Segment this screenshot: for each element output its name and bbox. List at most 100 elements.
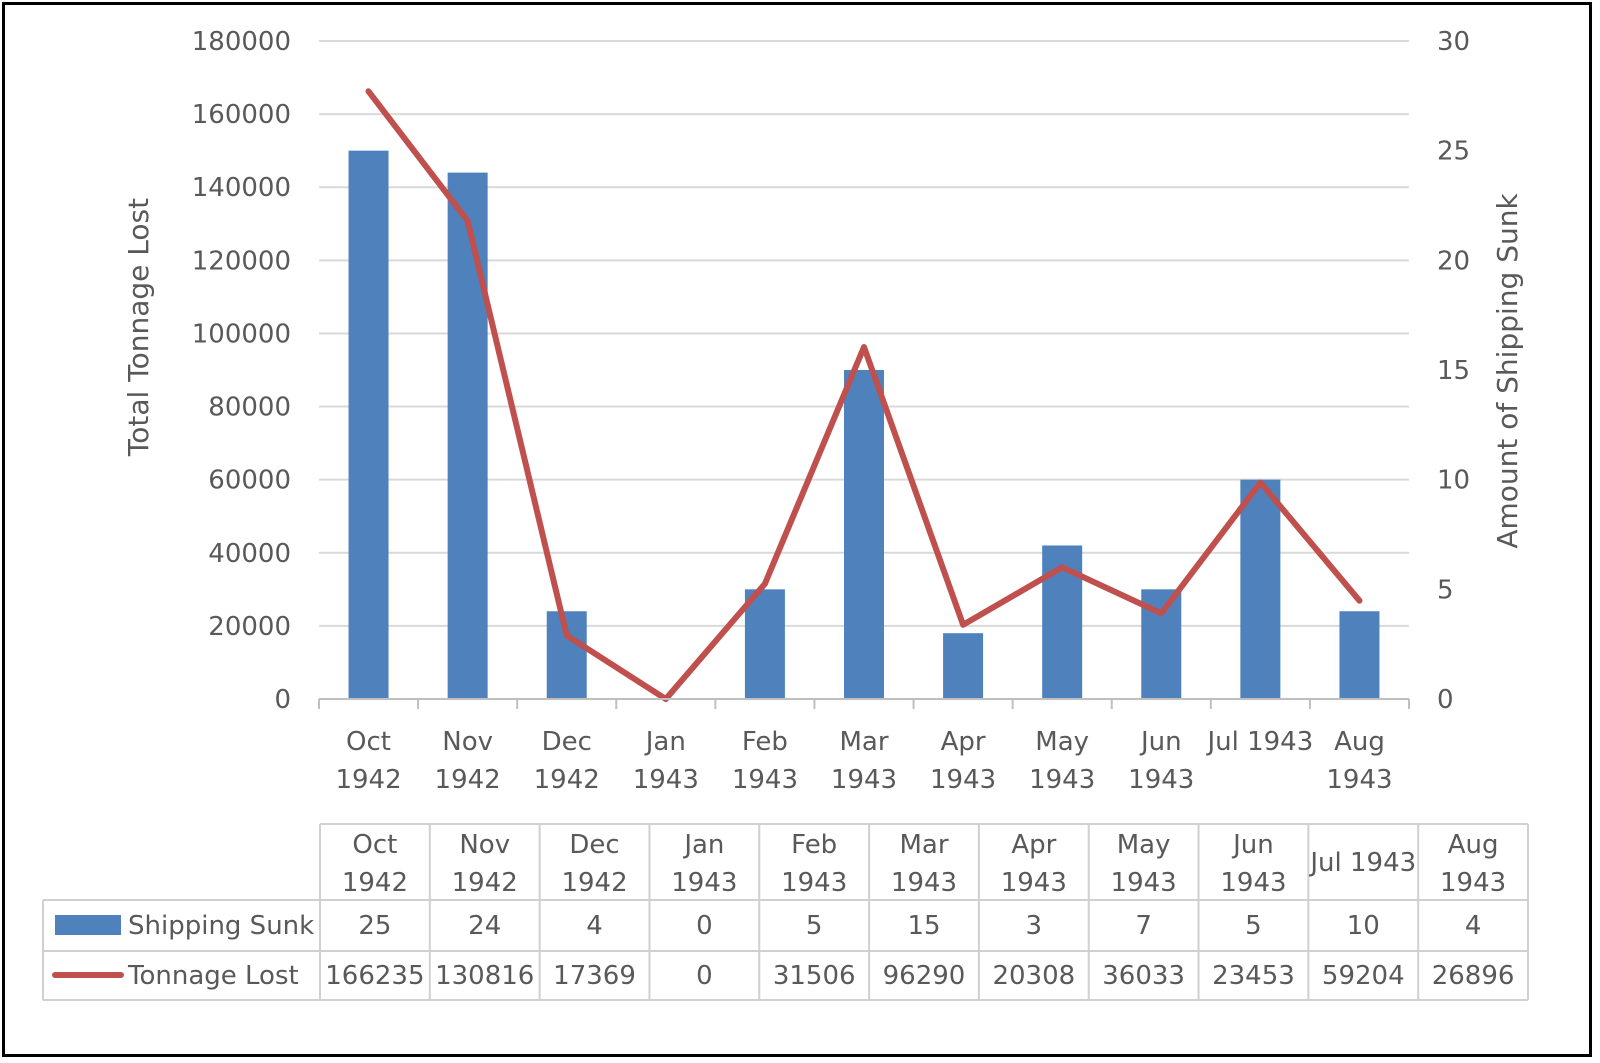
category-label: Apr xyxy=(941,727,986,757)
right-tick-label: 10 xyxy=(1437,466,1470,496)
bar xyxy=(943,633,984,699)
right-tick-label: 0 xyxy=(1437,685,1454,715)
table-cell-shipping-sunk: 7 xyxy=(1135,911,1152,941)
category-label: 1942 xyxy=(335,765,401,795)
bar xyxy=(744,589,785,699)
category-label: Mar xyxy=(839,727,888,757)
table-header-cell: 1943 xyxy=(891,868,957,898)
category-label: 1943 xyxy=(633,765,699,795)
category-label: Feb xyxy=(742,727,788,757)
table-header-cell: 1943 xyxy=(1111,868,1177,898)
table-cell-tonnage-lost: 36033 xyxy=(1102,961,1185,991)
left-tick-label: 140000 xyxy=(192,173,291,203)
category-label: 1943 xyxy=(930,765,996,795)
table-cell-tonnage-lost: 130816 xyxy=(435,961,534,991)
table-cell-shipping-sunk: 25 xyxy=(358,911,391,941)
category-label: 1943 xyxy=(1029,765,1095,795)
table-cell-shipping-sunk: 0 xyxy=(696,911,713,941)
category-label: Aug xyxy=(1334,727,1385,757)
category-label: Jun xyxy=(1139,727,1182,757)
category-label: Jan xyxy=(644,727,686,757)
axes xyxy=(318,698,1410,709)
left-tick-label: 160000 xyxy=(192,100,291,130)
table-cell-shipping-sunk: 5 xyxy=(1245,911,1262,941)
table-header-cell: Nov xyxy=(459,830,510,860)
right-axis-ticks: 0 5 10 15 20 25 30 xyxy=(1437,27,1470,715)
table-header-cell: Aug xyxy=(1448,830,1499,860)
table-header-cell: Feb xyxy=(791,830,837,860)
legend-label-tonnage-lost: Tonnage Lost xyxy=(127,961,299,991)
bar xyxy=(348,150,389,699)
left-tick-label: 100000 xyxy=(192,319,291,349)
table-header-cell: 1942 xyxy=(342,868,408,898)
legend-label-shipping-sunk: Shipping Sunk xyxy=(128,911,314,941)
right-tick-label: 30 xyxy=(1437,27,1470,57)
left-tick-label: 0 xyxy=(274,685,291,715)
category-label: Dec xyxy=(542,727,592,757)
left-tick-label: 20000 xyxy=(208,612,291,642)
table-cell-shipping-sunk: 4 xyxy=(1465,911,1482,941)
bar xyxy=(1339,611,1380,699)
left-tick-label: 80000 xyxy=(208,393,291,423)
tonnage-line xyxy=(365,88,1363,702)
table-header-cell: Jul 1943 xyxy=(1308,848,1416,878)
table-cell-shipping-sunk: 3 xyxy=(1026,911,1043,941)
category-axis-labels: Oct 1942 Nov 1942 Dec 1942 Jan 1943 Feb 1943 Mar 19… xyxy=(335,727,1392,795)
left-tick-label: 60000 xyxy=(208,466,291,496)
bar xyxy=(447,172,488,700)
right-tick-label: 25 xyxy=(1437,137,1470,167)
table-header-cell: 1943 xyxy=(781,868,847,898)
table-cell-shipping-sunk: 5 xyxy=(806,911,823,941)
line-series-tonnage-lost xyxy=(365,88,1363,702)
table-cell-tonnage-lost: 96290 xyxy=(883,961,966,991)
left-axis-title: Total Tonnage Lost xyxy=(122,198,155,457)
table-header-cell: 1942 xyxy=(561,868,627,898)
category-label: Jul 1943 xyxy=(1205,727,1313,757)
gridlines xyxy=(319,40,1409,627)
table-header-cell: Apr xyxy=(1011,830,1056,860)
left-tick-label: 120000 xyxy=(192,246,291,276)
table-header-cell: Oct xyxy=(352,830,397,860)
right-axis-title: Amount of Shipping Sunk xyxy=(1491,193,1524,549)
table-header-cell: Jan xyxy=(682,830,724,860)
table-cell-tonnage-lost: 26896 xyxy=(1432,961,1515,991)
table-cell-tonnage-lost: 59204 xyxy=(1322,961,1405,991)
right-tick-label: 20 xyxy=(1437,246,1470,276)
table-header-cell: 1942 xyxy=(452,868,518,898)
table-cell-tonnage-lost: 17369 xyxy=(553,961,636,991)
table-header-cell: Jun xyxy=(1231,830,1274,860)
table-header-cell: 1943 xyxy=(1220,868,1286,898)
table-header-cell: May xyxy=(1117,830,1171,860)
category-label: 1942 xyxy=(534,765,600,795)
category-label: 1943 xyxy=(1326,765,1392,795)
table-cell-tonnage-lost: 0 xyxy=(696,961,713,991)
left-tick-label: 180000 xyxy=(192,27,291,57)
category-label: Nov xyxy=(442,727,493,757)
category-label: 1943 xyxy=(831,765,897,795)
table-cell-tonnage-lost: 20308 xyxy=(992,961,1075,991)
right-tick-label: 15 xyxy=(1437,356,1470,386)
bar-series-shipping-sunk xyxy=(348,150,1380,700)
table-cell-tonnage-lost: 23453 xyxy=(1212,961,1295,991)
category-label: 1943 xyxy=(732,765,798,795)
legend-key-bar xyxy=(55,915,121,935)
right-tick-label: 5 xyxy=(1437,575,1454,605)
table-cell-shipping-sunk: 15 xyxy=(907,911,940,941)
category-label: 1943 xyxy=(1128,765,1194,795)
combo-chart: 0200004000060000800001000001200001400001… xyxy=(42,27,1529,1001)
table-cell-shipping-sunk: 24 xyxy=(468,911,501,941)
bar xyxy=(1240,479,1281,699)
bar xyxy=(844,370,884,699)
left-tick-label: 40000 xyxy=(208,539,291,569)
left-axis-ticks: 0 20000 40000 60000 80000 100000 120000 140000 1… xyxy=(192,27,291,715)
table-header-cell: 1943 xyxy=(1440,868,1506,898)
table-header-cell: Dec xyxy=(569,830,619,860)
table-cell-shipping-sunk: 4 xyxy=(586,911,603,941)
table-cell-shipping-sunk: 10 xyxy=(1347,911,1380,941)
table-header-cell: Mar xyxy=(899,830,948,860)
table-cell-tonnage-lost: 31506 xyxy=(773,961,856,991)
category-label: Oct xyxy=(346,727,391,757)
table-header-cell: 1943 xyxy=(1001,868,1067,898)
table-header-cell: 1943 xyxy=(671,868,737,898)
